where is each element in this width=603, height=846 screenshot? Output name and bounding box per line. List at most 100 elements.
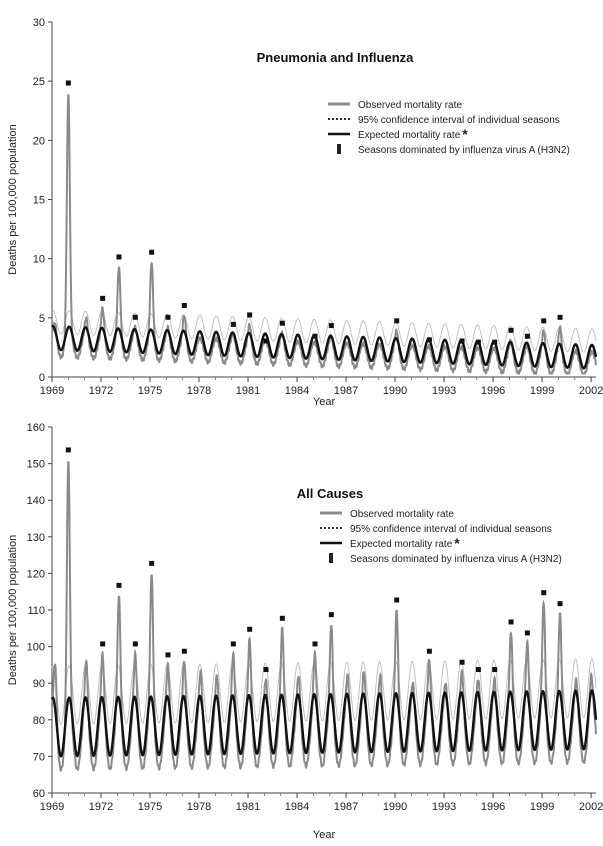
x-tick-label: 1999: [530, 385, 554, 397]
h3n2-season-marker: [230, 321, 236, 327]
h3n2-season-marker: [328, 612, 334, 618]
x-tick-label: 1984: [285, 801, 309, 813]
y-tick-label: 15: [33, 195, 45, 207]
h3n2-season-marker: [230, 641, 236, 647]
legend-label: 95% confidence interval of individual se…: [358, 115, 560, 126]
y-tick-label: 70: [33, 751, 45, 763]
x-tick-label: 2002: [579, 801, 603, 813]
x-tick-label: 1981: [236, 385, 260, 397]
legend: Observed mortality rate 95% confidence in…: [328, 100, 570, 156]
h3n2-season-marker: [279, 615, 285, 621]
h3n2-season-marker: [247, 312, 253, 318]
h3n2-season-marker: [279, 320, 285, 326]
chart-1: 0 5 10 15 20 25 30 1969 1972 1975 1978 1981 1984 1987…: [7, 17, 603, 408]
h3n2-season-marker: [475, 339, 481, 345]
legend-h3n2-swatch: [337, 144, 341, 154]
y-tick-label: 25: [33, 76, 45, 88]
y-tick-label: 150: [27, 459, 45, 471]
legend: Observed mortality rate 95% confidence in…: [320, 509, 562, 565]
h3n2-season-marker: [524, 333, 530, 339]
x-tick-label: 1975: [138, 385, 162, 397]
x-tick-label: 1981: [236, 801, 260, 813]
h3n2-season-marker: [312, 641, 318, 647]
h3n2-season-marker: [394, 318, 400, 324]
h3n2-season-marker: [247, 626, 253, 632]
y-tick-label: 0: [39, 372, 45, 384]
y-tick-label: 120: [27, 568, 45, 580]
legend-label: Seasons dominated by influenza virus A (…: [358, 145, 570, 156]
h3n2-season-marker: [65, 80, 71, 86]
x-tick-label: 1975: [138, 801, 162, 813]
y-tick-label: 110: [27, 605, 45, 617]
h3n2-season-marker: [508, 327, 514, 333]
y-tick-label: 100: [27, 642, 45, 654]
h3n2-season-marker: [541, 590, 547, 596]
y-tick-label: 60: [33, 788, 45, 800]
x-tick-label: 1969: [40, 385, 64, 397]
x-tick-label: 1999: [530, 801, 554, 813]
h3n2-season-marker: [492, 667, 498, 673]
chart-title: All Causes: [297, 486, 363, 501]
h3n2-season-marker: [65, 447, 71, 453]
h3n2-season-marker: [475, 667, 481, 673]
h3n2-season-marker: [492, 339, 498, 345]
h3n2-season-marker: [181, 648, 187, 654]
y-tick-label: 140: [27, 495, 45, 507]
h3n2-season-marker: [312, 333, 318, 339]
observed-mortality-line: [51, 94, 597, 375]
h3n2-season-marker: [165, 652, 171, 658]
expected-mortality-line: [51, 324, 598, 370]
y-tick-label: 90: [33, 678, 45, 690]
h3n2-season-marker: [394, 597, 400, 603]
legend-label: Expected mortality rate *: [350, 535, 460, 551]
y-axis-label: Deaths per 100,000 population: [7, 124, 19, 274]
x-tick-label: 1996: [481, 385, 505, 397]
h3n2-season-marker: [459, 338, 465, 344]
x-tick-label: 1978: [187, 801, 211, 813]
expected-mortality-line: [50, 689, 598, 758]
chart-title: Pneumonia and Influenza: [257, 50, 415, 65]
legend-label: Expected mortality rate *: [358, 126, 468, 142]
h3n2-season-marker: [557, 601, 563, 607]
h3n2-season-marker: [132, 641, 138, 647]
y-tick-label: 30: [33, 17, 45, 29]
y-tick-label: 130: [27, 532, 45, 544]
h3n2-season-marker: [524, 630, 530, 636]
h3n2-season-marker: [263, 338, 269, 344]
legend-label: Observed mortality rate: [350, 509, 454, 520]
h3n2-season-marker: [100, 295, 106, 301]
y-tick-label: 20: [33, 135, 45, 147]
x-tick-label: 1984: [285, 385, 309, 397]
legend-h3n2-swatch: [329, 553, 333, 563]
x-tick-label: 1972: [89, 801, 113, 813]
y-tick-label: 10: [33, 254, 45, 266]
x-axis-label: Year: [313, 829, 336, 841]
h3n2-season-marker: [165, 314, 171, 320]
x-tick-label: 1993: [432, 385, 456, 397]
legend-label: Seasons dominated by influenza virus A (…: [350, 554, 562, 565]
y-tick-label: 80: [33, 715, 45, 727]
legend-label: Observed mortality rate: [358, 100, 462, 111]
x-tick-label: 1990: [383, 801, 407, 813]
h3n2-season-marker: [426, 337, 432, 343]
observed-mortality-line: [51, 461, 597, 772]
h3n2-season-marker: [459, 659, 465, 665]
x-axis-label: Year: [313, 396, 336, 408]
h3n2-season-marker: [116, 582, 122, 588]
x-tick-label: 1987: [334, 385, 358, 397]
h3n2-season-marker: [541, 318, 547, 324]
h3n2-season-marker: [328, 323, 334, 329]
legend-label: 95% confidence interval of individual se…: [350, 524, 552, 535]
x-tick-label: 1978: [187, 385, 211, 397]
h3n2-season-marker: [149, 560, 155, 566]
h3n2-season-marker: [557, 314, 563, 320]
x-tick-label: 2002: [579, 385, 603, 397]
h3n2-season-marker: [100, 641, 106, 647]
h3n2-season-marker: [116, 254, 122, 260]
x-tick-label: 1987: [334, 801, 358, 813]
h3n2-season-marker: [132, 314, 138, 320]
h3n2-season-marker: [263, 667, 269, 673]
x-tick-label: 1993: [432, 801, 456, 813]
y-axis-label: Deaths per 100,000 population: [7, 535, 19, 685]
